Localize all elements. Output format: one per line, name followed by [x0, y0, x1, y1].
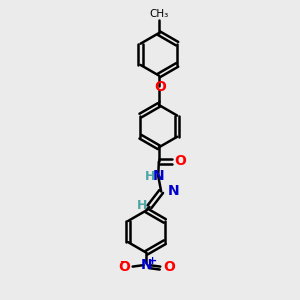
- Text: N: N: [152, 169, 164, 183]
- Text: CH₃: CH₃: [149, 9, 169, 19]
- Text: O: O: [175, 154, 187, 169]
- Text: +: +: [148, 256, 157, 266]
- Text: O: O: [163, 260, 175, 274]
- Text: N: N: [168, 184, 179, 198]
- Text: ⁻: ⁻: [119, 257, 127, 271]
- Text: N: N: [141, 258, 153, 272]
- Text: H: H: [145, 170, 155, 183]
- Text: O: O: [154, 80, 166, 94]
- Text: H: H: [137, 199, 147, 212]
- Text: O: O: [118, 260, 130, 274]
